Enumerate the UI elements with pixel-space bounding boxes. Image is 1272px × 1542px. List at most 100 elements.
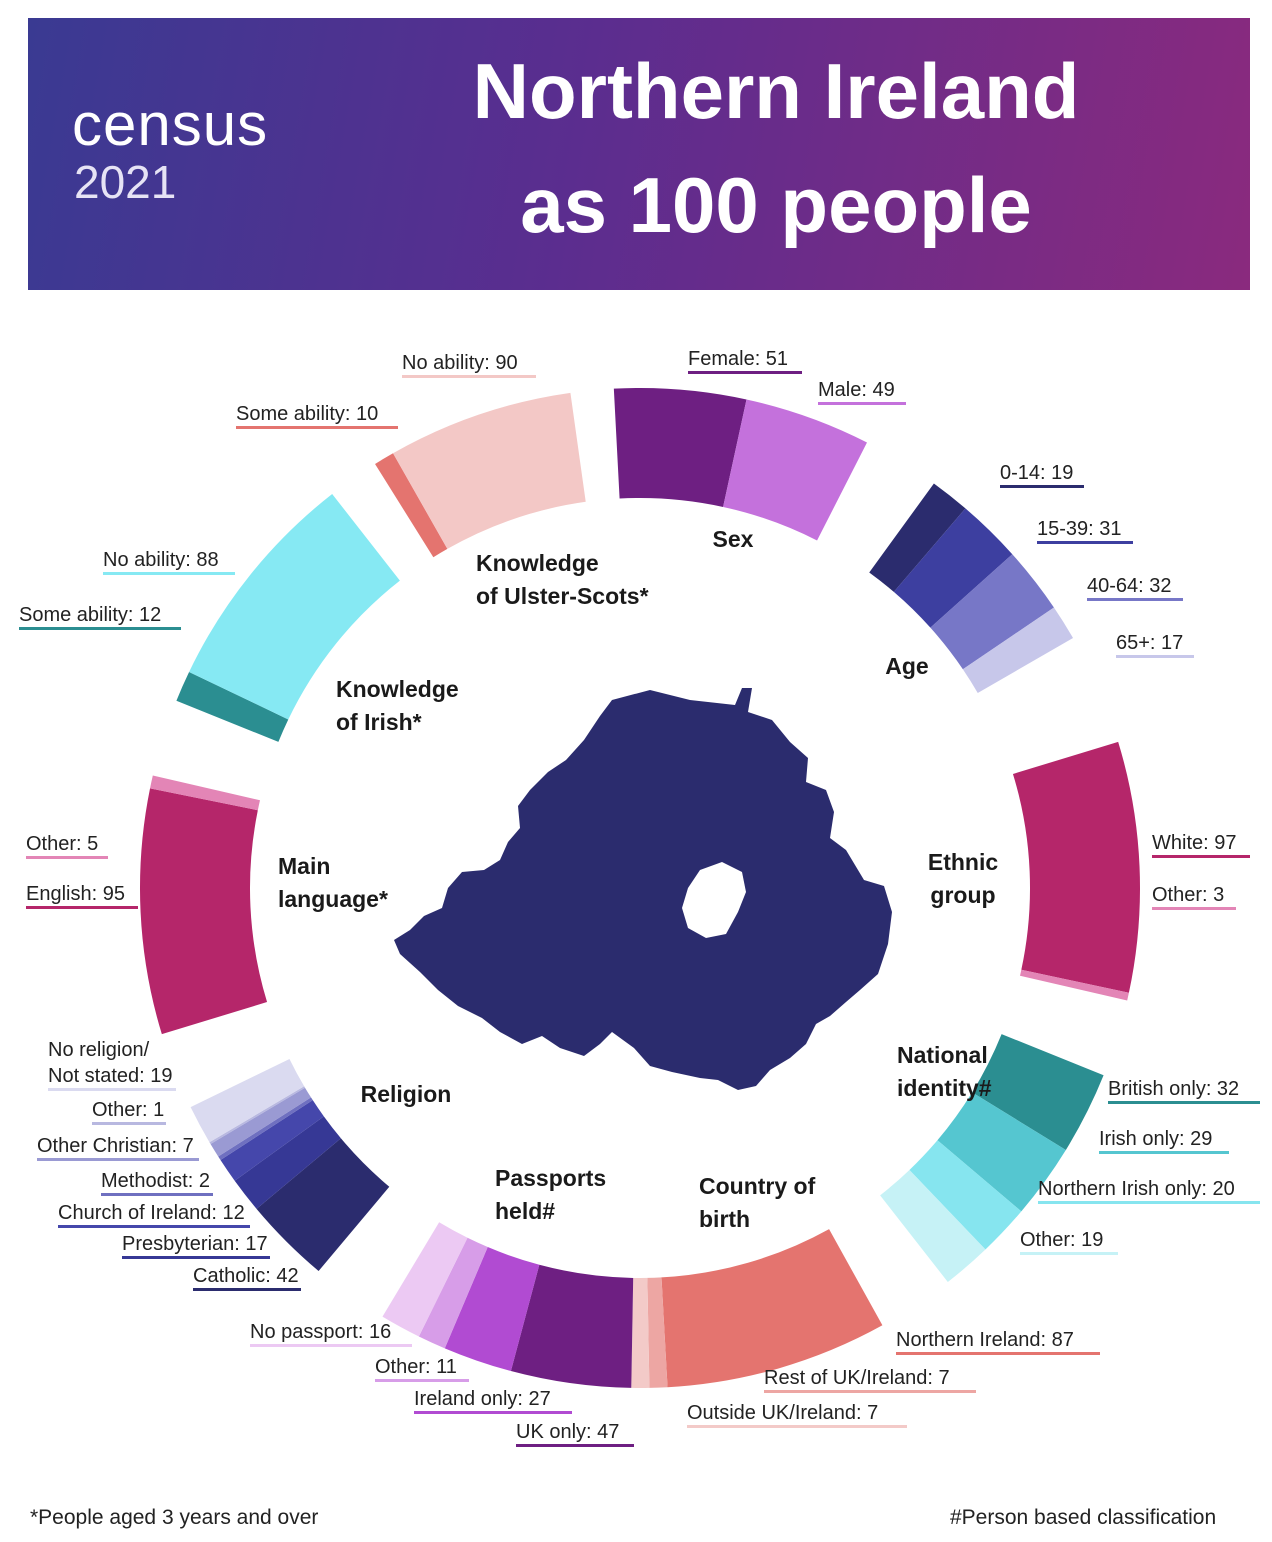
callout-underline-3	[818, 402, 906, 405]
segment-religion-5	[209, 1086, 306, 1145]
ring-segments	[139, 388, 1140, 1388]
callout-underline-1	[236, 426, 398, 429]
segment-passports-2	[418, 1237, 488, 1349]
segment-birth-1	[647, 1277, 668, 1388]
segment-national-3	[880, 1169, 986, 1283]
callout-label-25: Methodist: 2	[101, 1170, 210, 1192]
callout-underline-9	[1152, 907, 1236, 910]
callout-underline-23	[92, 1122, 166, 1125]
callout-label-17: No passport: 16	[250, 1321, 391, 1343]
segment-religion-0	[256, 1138, 390, 1272]
segment-language-0	[139, 788, 268, 1035]
callout-label-7: 65+: 17	[1116, 632, 1183, 654]
callout-label-14: Northern Ireland: 87	[896, 1329, 1074, 1351]
segment-religion-1	[234, 1116, 341, 1209]
callout-label-31: No ability: 88	[103, 549, 219, 571]
group-label-birth-0: Country of	[699, 1173, 816, 1199]
callout-underline-6	[1087, 598, 1183, 601]
page-title-line1: Northern Ireland	[472, 47, 1080, 135]
group-label-national-0: National	[897, 1042, 988, 1068]
callout-label-16: Outside UK/Ireland: 7	[687, 1402, 878, 1424]
callout-underline-24	[37, 1158, 199, 1161]
callout-underline-16	[687, 1425, 907, 1428]
segment-sex-0	[613, 388, 747, 507]
segment-religion-6	[190, 1058, 305, 1143]
group-labels: Sex Age Ethnic group National identity# Countr…	[278, 526, 998, 1232]
segment-ulster-1	[393, 392, 586, 549]
footnote-person-based: #Person based classification	[950, 1506, 1217, 1529]
northern-ireland-map-icon	[394, 688, 892, 1090]
callout-label-5: 15-39: 31	[1037, 518, 1122, 540]
callout-label-3: Male: 49	[818, 379, 895, 401]
callout-underline-17	[250, 1344, 412, 1347]
callout-label-28: Catholic: 42	[193, 1265, 299, 1287]
callout-label-6: 40-64: 32	[1087, 575, 1172, 597]
callout-label-18: Other: 11	[375, 1356, 457, 1378]
callout-underline-2	[688, 371, 802, 374]
callout-underline-27	[122, 1256, 270, 1259]
segment-ethnic-0	[1012, 741, 1140, 993]
callout-label-19: Ireland only: 27	[414, 1388, 551, 1410]
callout-underline-26	[58, 1225, 250, 1228]
callout-underline-20	[516, 1444, 634, 1447]
callout-underline-14	[896, 1352, 1100, 1355]
segment-irish-0	[176, 671, 289, 742]
callout-label-13: Other: 19	[1020, 1229, 1103, 1251]
callout-underline-19	[414, 1411, 572, 1414]
segment-language-1	[150, 775, 260, 811]
callout-label-10: British only: 32	[1108, 1078, 1239, 1100]
callout-label-8: White: 97	[1152, 832, 1236, 854]
callout-label-22: Not stated: 19	[48, 1065, 173, 1087]
group-label-language-0: Main	[278, 853, 330, 879]
group-label-ulster-0: Knowledge	[476, 550, 599, 576]
group-label-religion-0: Religion	[361, 1081, 452, 1107]
callout-label-32: Some ability: 12	[19, 604, 161, 626]
segment-religion-3	[218, 1097, 313, 1161]
segment-national-1	[937, 1092, 1066, 1212]
segment-national-0	[972, 1034, 1104, 1150]
callout-underline-29	[26, 856, 108, 859]
group-label-passports-1: held#	[495, 1198, 555, 1224]
group-label-language-1: language*	[278, 886, 388, 912]
segment-national-2	[909, 1140, 1022, 1250]
callout-underline-18	[375, 1379, 469, 1382]
callout-underline-8	[1152, 855, 1250, 858]
callout-label-26: Church of Ireland: 12	[58, 1202, 245, 1224]
group-label-ethnic-1: group	[930, 882, 995, 908]
callout-label-11: Irish only: 29	[1099, 1128, 1212, 1150]
group-label-passports-0: Passports	[495, 1165, 606, 1191]
group-label-irish-0: Knowledge	[336, 676, 459, 702]
segment-age-2	[930, 554, 1054, 670]
page-title-line2: as 100 people	[520, 161, 1032, 249]
callout-label-24: Other Christian: 7	[37, 1135, 194, 1157]
segment-birth-2	[631, 1277, 650, 1388]
footnote-age: *People aged 3 years and over	[30, 1506, 319, 1529]
segment-passports-1	[444, 1247, 540, 1372]
census-logo-year: 2021	[74, 156, 177, 208]
callout-underline-11	[1099, 1151, 1229, 1154]
segment-religion-2	[220, 1100, 324, 1181]
segment-passports-3	[382, 1222, 468, 1337]
segment-birth-0	[661, 1229, 883, 1388]
callout-underline-28	[193, 1288, 301, 1291]
callout-label-4: 0-14: 19	[1000, 462, 1073, 484]
callout-label-0: No ability: 90	[402, 352, 518, 374]
callout-label-2: Female: 51	[688, 348, 788, 370]
callout-underline-32	[19, 627, 181, 630]
callout-underline-22	[48, 1088, 176, 1091]
segment-ulster-0	[375, 453, 448, 558]
group-label-sex-0: Sex	[713, 526, 754, 552]
segment-religion-4	[210, 1087, 312, 1157]
callout-underline-30	[26, 906, 138, 909]
group-label-national-1: identity#	[897, 1075, 992, 1101]
segment-age-3	[962, 607, 1074, 693]
census-logo-word: census	[72, 91, 269, 158]
callout-underline-10	[1108, 1101, 1260, 1104]
callout-label-21: No religion/	[48, 1039, 150, 1061]
callout-label-29: Other: 5	[26, 833, 98, 855]
callout-underline-31	[103, 572, 235, 575]
callout-label-20: UK only: 47	[516, 1421, 619, 1443]
segment-irish-1	[189, 493, 400, 720]
group-label-irish-1: of Irish*	[336, 709, 422, 735]
